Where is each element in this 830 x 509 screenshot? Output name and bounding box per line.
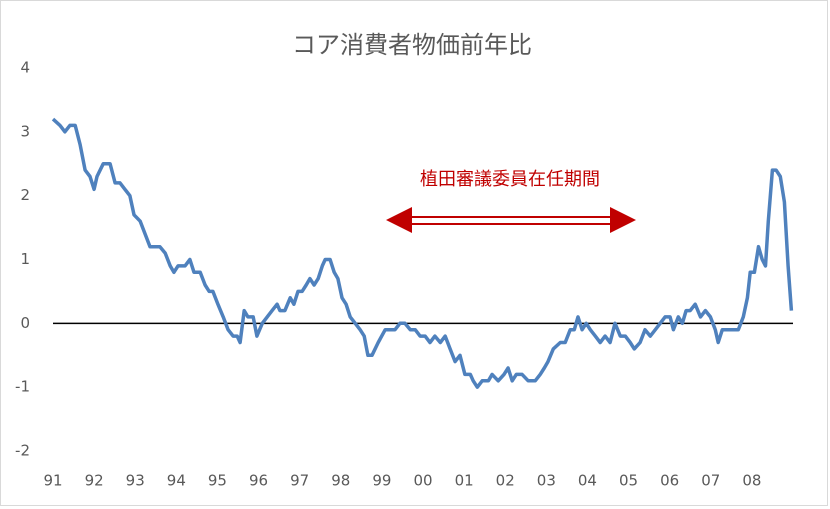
x-tick-label: 03: [537, 472, 556, 490]
y-tick-label: -2: [15, 442, 30, 460]
x-tick-label: 92: [85, 472, 104, 490]
y-tick-label: -1: [15, 378, 30, 396]
y-tick-label: 0: [20, 314, 30, 332]
x-tick-label: 07: [701, 472, 720, 490]
x-tick-label: 95: [208, 472, 227, 490]
double-arrow: [386, 207, 636, 233]
y-tick-label: 1: [20, 250, 30, 268]
y-tick-label: 4: [20, 59, 30, 77]
x-tick-label: 00: [413, 472, 432, 490]
x-tick-label: 93: [126, 472, 145, 490]
x-tick-label: 04: [578, 472, 597, 490]
x-tick-label: 01: [455, 472, 474, 490]
x-tick-label: 91: [43, 472, 62, 490]
x-tick-label: 05: [619, 472, 638, 490]
annotation: 植田審議委員在任期間: [420, 169, 600, 190]
x-tick-label: 96: [249, 472, 268, 490]
x-tick-label: 08: [742, 472, 761, 490]
y-tick-label: 2: [20, 186, 30, 204]
x-tick-label: 02: [496, 472, 515, 490]
chart-title: コア消費者物価前年比: [292, 31, 532, 59]
x-tick-label: 99: [372, 472, 391, 490]
x-tick-label: 06: [660, 472, 679, 490]
x-tick-label: 98: [331, 472, 350, 490]
y-tick-label: 3: [20, 122, 30, 140]
line-series: [51, 117, 794, 389]
x-tick-label: 94: [167, 472, 186, 490]
x-tick-label: 97: [290, 472, 309, 490]
